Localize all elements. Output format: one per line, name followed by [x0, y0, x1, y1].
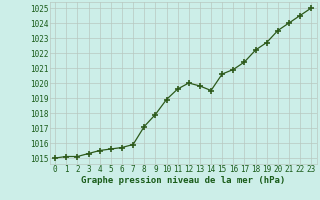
X-axis label: Graphe pression niveau de la mer (hPa): Graphe pression niveau de la mer (hPa)	[81, 176, 285, 185]
